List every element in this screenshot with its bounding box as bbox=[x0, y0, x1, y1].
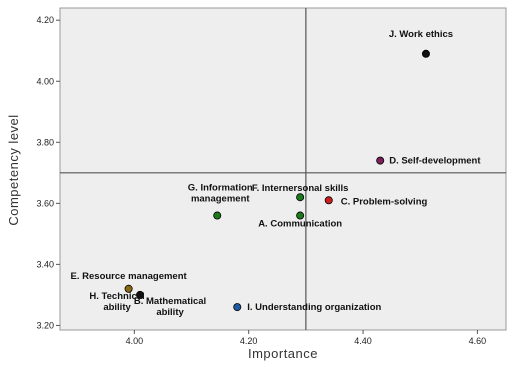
data-point bbox=[136, 290, 145, 299]
x-tick-label: 4.20 bbox=[240, 336, 258, 346]
x-tick-label: 4.40 bbox=[354, 336, 372, 346]
point-label: ability bbox=[103, 302, 131, 313]
y-axis-title: Competency level bbox=[6, 114, 21, 225]
data-point bbox=[376, 156, 385, 165]
point-label: I. Understanding organization bbox=[247, 302, 381, 313]
point-label: D. Self-development bbox=[389, 156, 481, 167]
y-tick-label: 4.20 bbox=[36, 15, 54, 25]
y-tick-label: 3.40 bbox=[36, 259, 54, 269]
point-label: G. Information bbox=[188, 183, 253, 194]
point-label: E. Resource management bbox=[71, 271, 188, 282]
x-tick-label: 4.60 bbox=[469, 336, 487, 346]
x-tick-label: 4.00 bbox=[126, 336, 144, 346]
point-label: A. Communication bbox=[258, 219, 342, 230]
x-axis-title: Importance bbox=[248, 346, 318, 361]
data-point bbox=[296, 193, 305, 202]
data-point bbox=[296, 211, 305, 220]
data-point bbox=[421, 49, 430, 58]
point-label: management bbox=[191, 194, 250, 205]
point-label: F. Internersonal skills bbox=[252, 183, 349, 194]
y-tick-label: 3.60 bbox=[36, 198, 54, 208]
data-point bbox=[213, 211, 222, 220]
data-point bbox=[124, 284, 133, 293]
y-tick-label: 3.80 bbox=[36, 137, 54, 147]
y-tick-label: 3.20 bbox=[36, 320, 54, 330]
plot-area bbox=[59, 7, 507, 331]
data-point bbox=[233, 303, 242, 312]
y-tick-label: 4.00 bbox=[36, 76, 54, 86]
point-label: B. Mathematical bbox=[134, 296, 206, 307]
point-label: J. Work ethics bbox=[389, 29, 453, 40]
point-label: C. Problem-solving bbox=[341, 196, 428, 207]
data-point bbox=[324, 196, 333, 205]
point-label: H. Technical bbox=[89, 291, 144, 302]
point-label: ability bbox=[156, 307, 184, 318]
